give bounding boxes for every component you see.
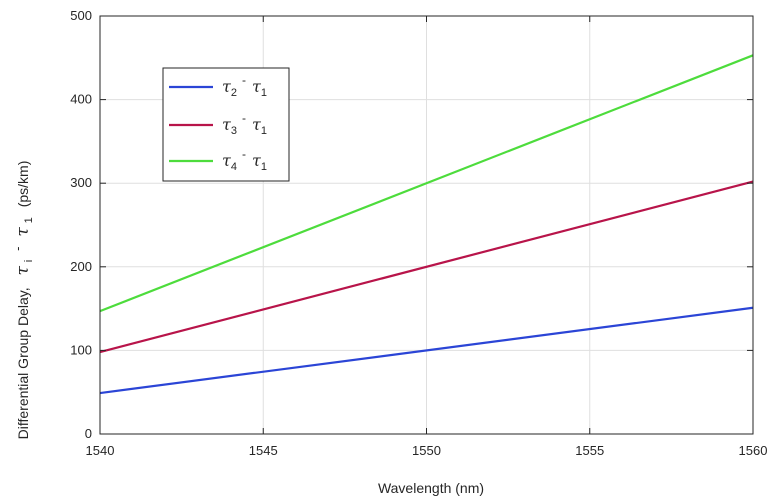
tau-symbol: τ (13, 265, 33, 275)
y-axis-label: Differential Group Delay, τ i - τ 1 (ps/… (9, 161, 35, 440)
y-tick-label: 200 (70, 259, 92, 274)
legend-tau: τ (252, 151, 262, 170)
legend-subscript: 1 (261, 125, 267, 137)
legend-label: τ4- τ1 (222, 147, 267, 173)
x-tick-label: 1555 (575, 443, 604, 458)
legend-label: τ2- τ1 (222, 73, 267, 99)
legend-dash: - (242, 73, 246, 87)
y-axis-label-prefix: Differential Group Delay, (15, 287, 31, 439)
x-tick-label: 1545 (249, 443, 278, 458)
legend-tau: τ (252, 115, 262, 134)
legend-tau: τ (222, 151, 232, 170)
legend-tau: τ (252, 77, 262, 96)
x-tick-label: 1540 (86, 443, 115, 458)
legend-tau: τ (222, 115, 232, 134)
x-tick-label: 1550 (412, 443, 441, 458)
y-tick-label: 300 (70, 175, 92, 190)
subscript-1: 1 (23, 217, 35, 223)
series-line--3-1 (99, 180, 754, 354)
series-line--2-1 (99, 306, 754, 395)
axis-ticks: 1540 1545 1550 1555 1560 0 100 200 300 400 500 (70, 8, 767, 458)
legend-subscript: 2 (231, 87, 237, 99)
y-axis-unit: (ps/km) (15, 161, 31, 208)
legend-dash: - (242, 147, 246, 161)
legend-dash: - (242, 111, 246, 125)
legend-subscript: 1 (261, 87, 267, 99)
legend-subscript: 1 (261, 161, 267, 173)
y-tick-label: 0 (85, 426, 92, 441)
x-axis-label: Wavelength (nm) (378, 480, 484, 496)
tau-symbol: τ (13, 227, 33, 237)
legend-tau: τ (222, 77, 232, 96)
subscript-i: i (23, 260, 35, 262)
y-tick-label: 400 (70, 92, 92, 107)
x-tick-label: 1560 (739, 443, 767, 458)
series-line--4-1 (99, 54, 754, 313)
y-tick-label: 500 (70, 8, 92, 23)
legend-label: τ3- τ1 (222, 111, 267, 137)
minus-sign: - (10, 247, 25, 251)
svg-text:Differential Group Delay,: Differential Group Delay, τ i - τ 1 (ps/… (9, 161, 35, 440)
series-lines (99, 54, 754, 395)
y-tick-label: 100 (70, 342, 92, 357)
legend-subscript: 3 (231, 125, 237, 137)
legend-subscript: 4 (231, 161, 237, 173)
